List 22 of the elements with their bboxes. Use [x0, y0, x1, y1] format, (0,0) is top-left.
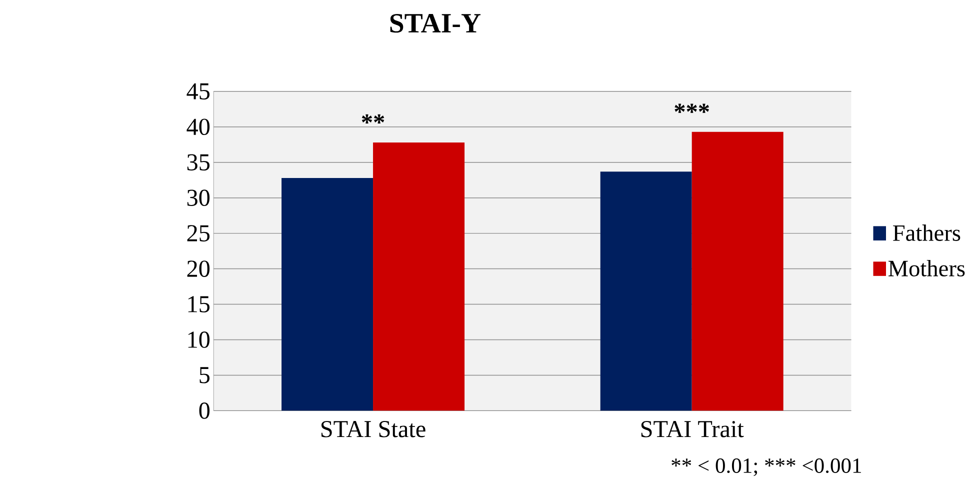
y-tick-label: 25: [187, 225, 210, 242]
text: ** < 0.01; *** <0.001: [672, 458, 861, 476]
y-tick-label: 30: [187, 190, 210, 206]
y-tick-label: 5: [200, 367, 210, 384]
y-tick-label: 0: [199, 402, 210, 419]
chart-title: STAI-Y: [390, 14, 481, 33]
y-tick-label: 40: [186, 118, 210, 135]
bar: [373, 142, 465, 411]
y-tick-label: 45: [186, 83, 210, 100]
x-tick-label: STAI State: [321, 420, 426, 438]
annotation: **: [362, 114, 384, 124]
bar: [600, 172, 692, 411]
legend-label: Fathers: [893, 224, 960, 241]
y-tick-label: 10: [188, 331, 210, 348]
legend-label: Mothers: [888, 260, 965, 276]
y-tick-label: 35: [187, 154, 210, 170]
annotation: ***: [674, 104, 710, 113]
y-tick-label: 20: [187, 260, 210, 277]
y-tick-label: 15: [188, 296, 210, 312]
bar: [282, 178, 374, 411]
bar: [692, 132, 784, 411]
x-tick-label: STAI Trait: [641, 420, 744, 438]
